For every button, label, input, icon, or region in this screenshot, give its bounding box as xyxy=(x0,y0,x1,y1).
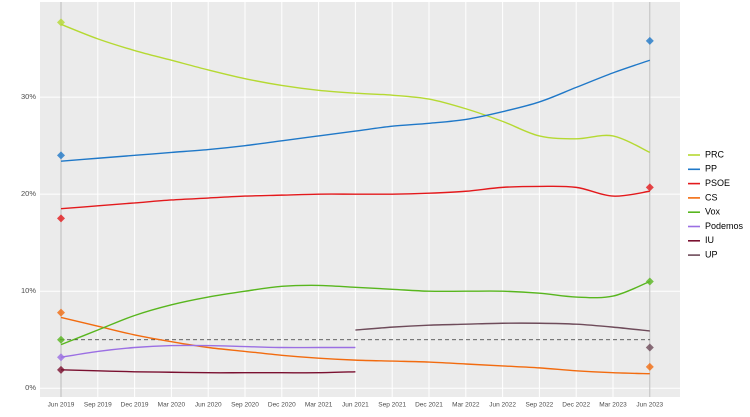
election-result xyxy=(57,365,65,374)
x-tick-label: Mar 2023 xyxy=(599,402,627,409)
election-result xyxy=(645,183,654,192)
x-tick-label: Mar 2021 xyxy=(305,402,333,409)
legend-label: UP xyxy=(705,249,718,259)
legend-label: PP xyxy=(705,164,717,174)
election-result xyxy=(57,214,65,223)
x-tick-label: Mar 2020 xyxy=(158,402,186,409)
legend-label: PRC xyxy=(705,149,725,159)
x-tick-label: Sep 2022 xyxy=(525,402,553,409)
x-tick-label: Dec 2020 xyxy=(268,402,296,409)
x-tick-label: Sep 2020 xyxy=(231,402,259,409)
election-result xyxy=(57,151,65,160)
x-tick-label: Jun 2022 xyxy=(489,402,516,409)
election-result xyxy=(645,362,654,371)
trend-line xyxy=(60,344,356,358)
x-tick-label: Jun 2023 xyxy=(636,402,663,409)
trend-line xyxy=(60,185,650,210)
election-result xyxy=(645,36,654,45)
trend-line xyxy=(355,322,650,332)
x-tick-label: Dec 2019 xyxy=(121,402,149,409)
trend-line xyxy=(60,316,650,375)
x-tick-label: Dec 2022 xyxy=(562,402,590,409)
y-tick-label: 20% xyxy=(21,189,36,198)
legend-label: PSOE xyxy=(705,178,730,188)
x-tick-label: Sep 2021 xyxy=(378,402,406,409)
trend-line xyxy=(60,369,356,374)
legend-label: IU xyxy=(705,235,714,245)
election-result xyxy=(645,343,654,352)
x-tick-label: Jun 2021 xyxy=(342,402,369,409)
x-tick-label: Jun 2020 xyxy=(195,402,222,409)
y-tick-label: 0% xyxy=(25,383,36,392)
trend-line xyxy=(60,23,651,154)
plot-panel xyxy=(40,2,680,397)
y-tick-label: 10% xyxy=(21,286,36,295)
legend-label: CS xyxy=(705,192,718,202)
x-tick-label: Jun 2019 xyxy=(48,402,75,409)
election-result xyxy=(57,18,65,27)
trend-line xyxy=(60,280,651,346)
trend-line xyxy=(60,59,651,162)
legend-label: Vox xyxy=(705,207,721,217)
x-tick-label: Mar 2022 xyxy=(452,402,480,409)
election-result xyxy=(57,335,65,344)
election-result xyxy=(57,353,65,362)
election-result xyxy=(645,277,654,286)
legend-label: Podemos xyxy=(705,221,744,231)
x-tick-label: Dec 2021 xyxy=(415,402,443,409)
election-result xyxy=(57,308,65,317)
y-tick-label: 30% xyxy=(21,92,36,101)
x-tick-label: Sep 2019 xyxy=(84,402,112,409)
